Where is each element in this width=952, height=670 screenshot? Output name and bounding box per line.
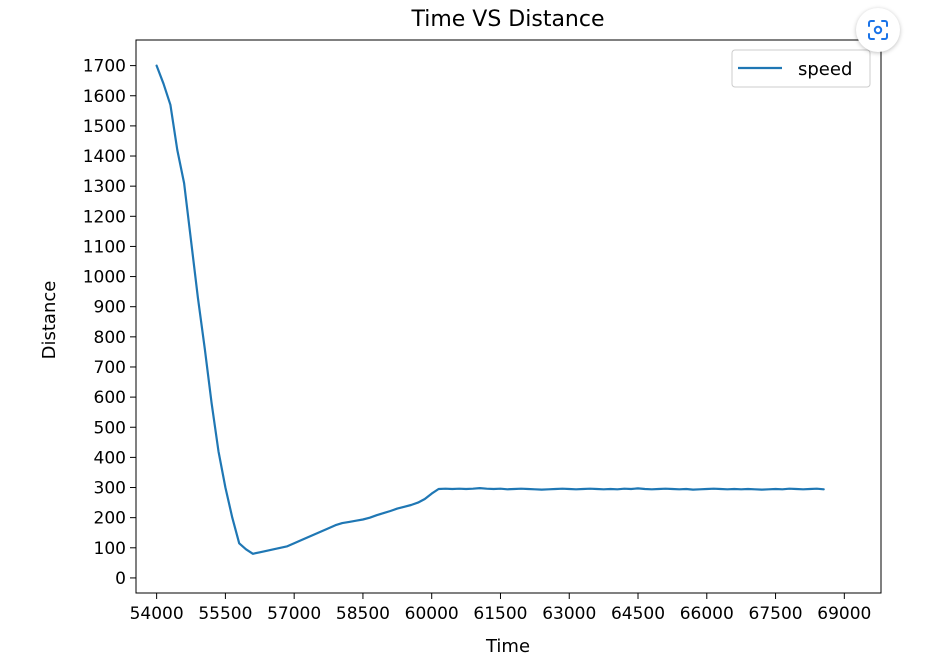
x-tick-label: 66000	[680, 604, 734, 624]
plot-frame	[135, 39, 882, 594]
y-tick-label: 1500	[83, 117, 126, 137]
y-tick-label: 500	[94, 418, 126, 438]
y-tick-label: 600	[94, 388, 126, 408]
x-tick-label: 64500	[611, 604, 665, 624]
lens-search-button[interactable]	[856, 8, 900, 52]
y-tick-label: 1200	[83, 207, 126, 227]
x-tick-label: 54000	[130, 604, 184, 624]
x-axis-label: Time	[485, 636, 530, 657]
x-tick-label: 69000	[817, 604, 871, 624]
y-tick-label: 1600	[83, 87, 126, 107]
y-axis-ticks: 0 100 200 300 400 500 600 700 800 900 1000 1100 1200…	[83, 57, 136, 589]
y-tick-label: 0	[115, 569, 126, 589]
chart-title: Time VS Distance	[410, 7, 604, 32]
y-tick-label: 1000	[83, 268, 126, 288]
x-tick-label: 61500	[473, 604, 527, 624]
y-tick-label: 1300	[83, 177, 126, 197]
y-tick-label: 900	[94, 298, 126, 318]
x-tick-label: 58500	[336, 604, 390, 624]
x-tick-label: 67500	[749, 604, 803, 624]
y-tick-label: 400	[94, 448, 126, 468]
y-tick-label: 700	[94, 358, 126, 378]
y-tick-label: 300	[94, 479, 126, 499]
y-tick-label: 1400	[83, 147, 126, 167]
y-axis-label: Distance	[39, 281, 60, 360]
legend-box	[731, 49, 871, 88]
y-tick-label: 100	[94, 539, 126, 559]
y-tick-label: 800	[94, 328, 126, 348]
x-tick-label: 57000	[267, 604, 321, 624]
legend-label-speed: speed	[798, 59, 852, 80]
x-tick-label: 63000	[542, 604, 596, 624]
series-line-speed	[155, 64, 825, 555]
y-tick-label: 1100	[83, 237, 126, 257]
x-tick-label: 60000	[405, 604, 459, 624]
x-tick-label: 55500	[198, 604, 252, 624]
y-tick-label: 1700	[83, 57, 126, 77]
lens-icon	[868, 20, 888, 40]
legend: speed	[731, 49, 871, 88]
x-axis-ticks: 54000 55500 57000 58500 60000 61500 63000 64500…	[130, 593, 871, 624]
y-tick-label: 200	[94, 509, 126, 529]
